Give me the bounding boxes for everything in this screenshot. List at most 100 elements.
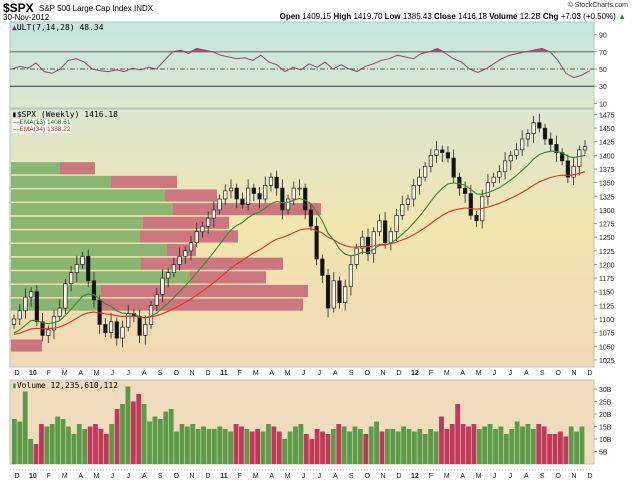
svg-text:N: N [572,473,577,480]
low-label: Low [384,12,401,21]
svg-text:25B: 25B [599,400,612,407]
chart-date: 30-Nov-2012 [3,13,50,22]
svg-text:O: O [364,473,370,480]
svg-text:10: 10 [599,101,607,108]
open-label: Open [279,12,301,21]
svg-text:1325: 1325 [599,194,615,201]
volume-bars: 30B 25B 20B 15B 10B 5B [12,386,612,464]
svg-text:J: J [493,473,497,480]
svg-text:J: J [302,473,306,480]
svg-text:15B: 15B [599,425,612,432]
svg-text:F: F [238,370,242,377]
svg-text:10: 10 [29,473,37,480]
candle-icon: ▮ [12,110,17,119]
svg-text:1075: 1075 [599,331,615,338]
volume-label: Volume [489,12,518,21]
ema13-legend: —EMA(13) 1408.61 [12,119,72,126]
svg-text:D: D [14,370,19,377]
svg-text:J: J [493,370,497,377]
svg-text:M: M [444,370,450,377]
svg-text:S: S [158,370,163,377]
up-triangle-icon: ▲ [618,12,626,21]
volume-legend: ▮Volume 12,235,610,112 [12,381,118,390]
close-value: 1416.18 [458,12,487,21]
svg-text:O: O [555,473,561,480]
svg-text:30B: 30B [599,387,612,394]
svg-text:O: O [555,370,561,377]
svg-text:D: D [205,370,210,377]
svg-text:1250: 1250 [599,235,615,242]
chg-label: Chg [542,12,559,21]
svg-text:J: J [318,370,322,377]
svg-text:D: D [396,473,401,480]
svg-text:O: O [173,473,179,480]
svg-text:A: A [524,370,529,377]
svg-text:A: A [460,473,465,480]
svg-text:1450: 1450 [599,126,615,133]
high-label: High [333,12,352,21]
svg-text:1425: 1425 [599,140,615,147]
ema34-legend: —EMA(34) 1388.22 [12,126,72,133]
svg-text:J: J [111,473,115,480]
svg-text:1175: 1175 [599,276,614,283]
svg-text:12: 12 [411,370,419,377]
svg-text:M: M [285,473,291,480]
svg-text:20B: 20B [599,412,612,419]
svg-text:A: A [142,473,147,480]
svg-text:M: M [94,473,100,480]
svg-text:M: M [62,473,68,480]
svg-text:S: S [540,370,545,377]
svg-text:D: D [205,473,210,480]
svg-text:1125: 1125 [599,303,614,310]
svg-text:A: A [460,370,465,377]
svg-text:A: A [524,473,529,480]
svg-text:F: F [238,473,242,480]
svg-text:5B: 5B [599,450,608,457]
svg-text:F: F [47,370,51,377]
svg-text:M: M [285,370,291,377]
svg-text:M: M [444,473,450,480]
svg-text:J: J [111,370,115,377]
svg-text:90: 90 [599,33,607,40]
svg-text:F: F [429,473,433,480]
svg-text:S: S [540,473,545,480]
svg-text:J: J [127,473,131,480]
close-label: Close [434,12,456,21]
svg-text:1300: 1300 [599,208,615,215]
svg-text:M: M [253,473,259,480]
svg-text:10: 10 [29,370,37,377]
svg-text:1025: 1025 [599,358,615,365]
svg-text:O: O [364,370,370,377]
svg-text:70: 70 [599,50,607,57]
svg-text:1350: 1350 [599,181,615,188]
quote-bar: Open 1409.15 High 1419.70 Low 1385.43 Cl… [280,12,626,21]
svg-text:12: 12 [411,473,419,480]
svg-text:1200: 1200 [599,262,615,269]
svg-text:F: F [429,370,433,377]
svg-text:M: M [94,370,100,377]
svg-text:A: A [78,370,83,377]
svg-text:N: N [190,473,195,480]
svg-text:F: F [47,473,51,480]
svg-text:A: A [78,473,83,480]
symbol-name: S&P 500 Large Cap Index INDX [39,4,154,13]
axes: D 10 F M A M J J A S O N D 11 F M A M J J A S O N D 12 F M A M J J A S O N D… [10,366,594,480]
svg-text:1225: 1225 [599,249,615,256]
svg-text:S: S [158,473,163,480]
svg-text:D: D [396,370,401,377]
svg-text:M: M [253,370,259,377]
chg-value: +7.03 (+0.50%) [560,12,616,21]
svg-text:A: A [269,473,274,480]
svg-text:J: J [127,370,131,377]
svg-text:D: D [587,370,592,377]
svg-text:N: N [381,370,386,377]
svg-text:50: 50 [599,67,607,74]
svg-text:30: 30 [599,84,607,91]
volume-icon: ▮ [12,381,17,390]
ult-plot: 90 70 50 30 10 [10,33,607,108]
svg-text:A: A [142,370,147,377]
svg-text:M: M [476,473,482,480]
high-value: 1419.70 [353,12,383,21]
candlestick-plot: 1475 1450 1425 1400 1375 1350 1325 1300 1275 1250… [11,112,615,365]
